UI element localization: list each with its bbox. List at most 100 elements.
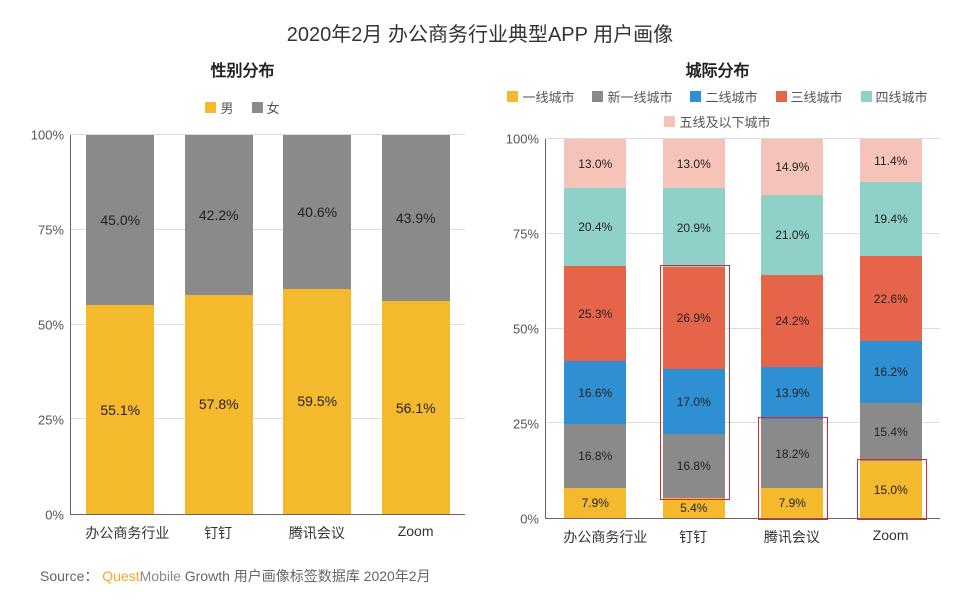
main-title: 2020年2月 办公商务行业典型APP 用户画像	[0, 0, 960, 57]
legend-item: 一线城市	[507, 87, 574, 106]
left-bars-area: 55.1%45.0% 57.8%42.2% 59.5%40.6% 56.1%43.9%	[70, 135, 465, 515]
y-tick: 25%	[513, 417, 539, 432]
y-tick: 100%	[506, 132, 539, 147]
x-label: Zoom	[382, 523, 450, 543]
bar-segment: 59.5%	[283, 289, 351, 514]
bar-segment: 17.0%	[663, 369, 725, 433]
right-subtitle: 城际分布	[495, 57, 940, 81]
bar-segment: 26.9%	[663, 267, 725, 369]
right-x-axis: 办公商务行业 钉钉 腾讯会议 Zoom	[545, 519, 940, 547]
bar-segment: 16.6%	[564, 361, 626, 424]
bar-segment: 24.2%	[761, 275, 823, 367]
legend-label: 女	[267, 98, 280, 117]
right-chart-panel: 城际分布 一线城市 新一线城市 二线城市 三线城市 四线城市五线及以下城市 0% 25% 5…	[495, 57, 940, 547]
bar-column: 7.9%18.2%13.9%24.2%21.0%14.9%	[761, 139, 823, 518]
x-label: 办公商务行业	[563, 527, 625, 547]
legend-swatch	[690, 91, 701, 102]
legend-swatch	[861, 91, 872, 102]
x-label: 腾讯会议	[761, 527, 823, 547]
bar-segment: 7.9%	[564, 488, 626, 518]
legend-item: 二线城市	[690, 87, 757, 106]
bar-segment: 18.2%	[761, 419, 823, 488]
bar-column: 15.0%15.4%16.2%22.6%19.4%11.4%	[860, 139, 922, 518]
legend-swatch	[592, 91, 603, 102]
right-y-axis: 0%25%50%75%100%	[495, 139, 545, 519]
bar-segment: 42.2%	[185, 135, 253, 295]
bar-segment: 7.9%	[761, 488, 823, 518]
legend-item: 新一线城市	[592, 87, 672, 106]
left-x-axis: 办公商务行业 钉钉 腾讯会议 Zoom	[70, 515, 465, 543]
legend-item: 三线城市	[776, 87, 843, 106]
legend-swatch	[664, 116, 675, 127]
bar-segment: 55.1%	[86, 305, 154, 514]
bar-segment: 56.1%	[382, 301, 450, 514]
bar-segment: 43.9%	[382, 135, 450, 301]
legend-swatch	[205, 102, 216, 113]
legend-label: 四线城市	[876, 87, 928, 106]
source-line: Source： QuestMobile Growth 用户画像标签数据库 202…	[40, 566, 431, 586]
source-suffix: Growth 用户画像标签数据库 2020年2月	[181, 568, 431, 584]
legend-swatch	[776, 91, 787, 102]
legend-swatch	[507, 91, 518, 102]
legend-label: 五线及以下城市	[679, 112, 770, 131]
x-label: 腾讯会议	[283, 523, 351, 543]
bar-segment: 13.0%	[663, 139, 725, 188]
bar-segment: 20.4%	[564, 188, 626, 265]
bar-segment: 21.0%	[761, 195, 823, 275]
bar-segment: 14.9%	[761, 139, 823, 195]
legend-label: 新一线城市	[607, 87, 672, 106]
bar-segment: 13.0%	[564, 139, 626, 188]
source-brand1: Quest	[102, 568, 139, 584]
y-tick: 100%	[31, 128, 64, 143]
legend-item: 五线及以下城市	[664, 112, 770, 131]
left-subtitle: 性别分布	[20, 57, 465, 81]
source-prefix: Source：	[40, 568, 98, 584]
bars-flex: 7.9%16.8%16.6%25.3%20.4%13.0%5.4%16.8%17…	[546, 139, 940, 518]
bar-segment: 57.8%	[185, 295, 253, 514]
legend-label: 男	[220, 98, 233, 117]
left-plot: 0%25%50%75%100% 55.1%45.0%57.8%42.2%59.5…	[20, 135, 465, 515]
bar-segment: 25.3%	[564, 266, 626, 362]
x-label: 钉钉	[662, 527, 724, 547]
x-label: Zoom	[860, 527, 922, 547]
legend-item: 女	[252, 98, 280, 117]
bar-segment: 16.8%	[564, 424, 626, 488]
x-label: 办公商务行业	[85, 523, 153, 543]
legend-label: 三线城市	[791, 87, 843, 106]
legend-label: 二线城市	[705, 87, 757, 106]
left-legend: 男女	[20, 87, 465, 127]
source-brand2: Mobile	[140, 568, 181, 584]
right-legend: 一线城市 新一线城市 二线城市 三线城市 四线城市五线及以下城市	[495, 87, 940, 131]
bar-segment: 20.9%	[663, 188, 725, 267]
y-tick: 75%	[38, 223, 64, 238]
bar-segment: 40.6%	[283, 135, 351, 289]
bar-segment: 15.4%	[860, 403, 922, 461]
bar-segment: 16.2%	[860, 341, 922, 402]
bars-flex: 55.1%45.0% 57.8%42.2% 59.5%40.6% 56.1%43.9%	[71, 135, 465, 514]
y-tick: 50%	[38, 318, 64, 333]
x-label: 钉钉	[184, 523, 252, 543]
y-tick: 50%	[513, 322, 539, 337]
bar-segment: 15.0%	[860, 461, 922, 518]
bar-column: 57.8%42.2%	[185, 135, 253, 514]
right-plot: 0%25%50%75%100% 7.9%16.8%16.6%25.3%20.4%…	[495, 139, 940, 519]
bar-column: 59.5%40.6%	[283, 135, 351, 514]
charts-row: 性别分布 男女 0%25%50%75%100% 55.1%45.0%57.8%4…	[0, 57, 960, 547]
legend-item: 男	[205, 98, 233, 117]
bar-segment: 22.6%	[860, 256, 922, 342]
y-tick: 25%	[38, 413, 64, 428]
left-chart-panel: 性别分布 男女 0%25%50%75%100% 55.1%45.0%57.8%4…	[20, 57, 465, 547]
y-tick: 0%	[520, 512, 539, 527]
y-tick: 75%	[513, 227, 539, 242]
left-y-axis: 0%25%50%75%100%	[20, 135, 70, 515]
bar-segment: 11.4%	[860, 139, 922, 182]
right-bars-area: 7.9%16.8%16.6%25.3%20.4%13.0%5.4%16.8%17…	[545, 139, 940, 519]
legend-label: 一线城市	[522, 87, 574, 106]
legend-swatch	[252, 102, 263, 113]
bar-column: 5.4%16.8%17.0%26.9%20.9%13.0%	[663, 139, 725, 518]
bar-column: 56.1%43.9%	[382, 135, 450, 514]
legend-item: 四线城市	[861, 87, 928, 106]
bar-segment: 5.4%	[663, 498, 725, 518]
bar-segment: 45.0%	[86, 135, 154, 305]
bar-segment: 13.9%	[761, 367, 823, 420]
